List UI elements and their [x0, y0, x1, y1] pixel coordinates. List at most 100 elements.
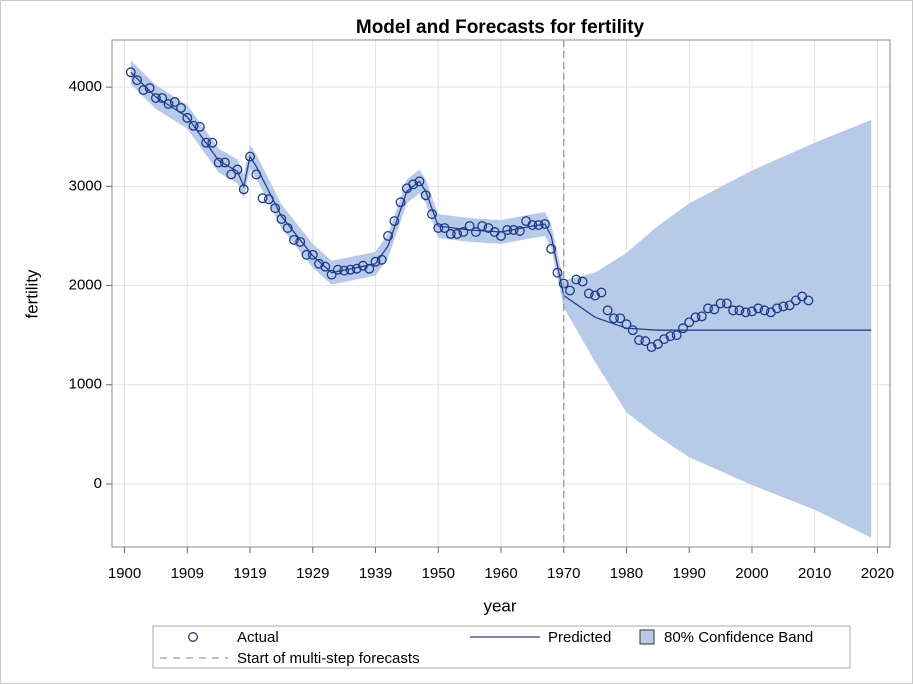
actual-point — [546, 243, 557, 254]
actual-point — [213, 157, 224, 168]
chart-title: Model and Forecasts for fertility — [356, 17, 645, 38]
actual-point — [370, 256, 381, 267]
actual-point — [251, 169, 262, 180]
actual-point — [671, 330, 682, 341]
legend-label: 80% Confidence Band — [664, 629, 813, 646]
actual-point — [602, 305, 613, 316]
actual-point — [539, 219, 550, 229]
legend-label: Start of multi-step forecasts — [237, 650, 420, 667]
actual-point — [351, 263, 362, 274]
actual-point — [533, 220, 544, 230]
actual-point — [458, 227, 469, 237]
actual-point — [514, 226, 525, 236]
actual-point — [778, 301, 789, 312]
actual-point — [163, 99, 174, 109]
y-tick-label: 1000 — [69, 376, 102, 393]
actual-point — [627, 325, 638, 336]
actual-point — [132, 75, 143, 86]
x-tick-label: 1970 — [547, 565, 580, 582]
actual-point — [527, 220, 538, 230]
y-tick-label: 0 — [94, 475, 102, 492]
actual-point — [414, 176, 425, 187]
x-tick-label: 1929 — [296, 565, 329, 582]
actual-point — [188, 120, 199, 131]
actual-point — [433, 223, 444, 233]
actual-point — [803, 295, 814, 306]
x-tick-label: 2010 — [798, 565, 831, 582]
plot-area: 0 1000 2000 3000 4000 1900 1909 1919 1929 1939 195… — [69, 40, 894, 582]
actual-point — [144, 83, 155, 94]
actual-point — [715, 298, 726, 309]
actual-point — [395, 197, 406, 208]
x-tick-label: 2020 — [861, 565, 894, 582]
actual-point — [571, 274, 582, 285]
actual-point — [678, 323, 688, 334]
actual-point — [226, 169, 237, 180]
actual-point — [364, 263, 375, 274]
actual-point — [759, 305, 770, 316]
x-tick-label: 1980 — [610, 565, 643, 582]
plot-border — [111, 39, 891, 548]
actual-point — [207, 137, 218, 148]
actual-point — [439, 223, 450, 233]
actual-point — [665, 331, 676, 342]
legend-box — [152, 625, 851, 669]
actual-point — [477, 221, 488, 231]
actual-point — [125, 67, 136, 78]
actual-point — [282, 223, 293, 233]
actual-point — [176, 103, 186, 113]
actual-point — [583, 288, 594, 299]
actual-point — [339, 265, 350, 276]
x-axis-label: year — [483, 596, 516, 615]
actual-point — [345, 264, 356, 275]
x-tick-label: 1960 — [484, 565, 517, 582]
actual-point — [634, 335, 644, 346]
actual-point — [690, 312, 701, 323]
x-tick-label: 1950 — [422, 565, 455, 582]
actual-point — [295, 236, 306, 247]
actual-point — [320, 261, 331, 272]
actual-point — [496, 231, 506, 241]
y-axis-label: fertility — [22, 269, 41, 319]
actual-point — [640, 336, 651, 347]
actual-point — [201, 137, 212, 148]
confidence-band — [130, 60, 872, 538]
actual-point — [747, 306, 757, 317]
actual-point — [452, 229, 463, 239]
actual-point — [703, 303, 713, 314]
x-tick-label: 1909 — [171, 565, 204, 582]
actual-point — [301, 249, 312, 260]
actual-point — [238, 184, 249, 195]
actual-point — [408, 179, 419, 190]
legend-symbol — [188, 632, 198, 642]
x-tick-label: 2000 — [735, 565, 768, 582]
actual-point — [621, 319, 632, 330]
actual-point — [596, 287, 607, 298]
actual-point — [753, 303, 764, 314]
actual-point — [709, 304, 720, 315]
actual-point — [502, 225, 513, 235]
actual-point — [728, 305, 739, 316]
actual-point — [590, 290, 601, 301]
legend-label: Predicted — [548, 629, 611, 646]
actual-point — [182, 112, 193, 123]
actual-point — [157, 93, 168, 103]
actual-point — [445, 229, 456, 239]
actual-point — [276, 214, 287, 225]
actual-point — [652, 339, 663, 350]
actual-point — [696, 311, 707, 322]
x-tick-label: 1919 — [233, 565, 266, 582]
actual-point — [245, 151, 255, 162]
actual-point — [169, 97, 180, 107]
actual-point — [307, 249, 318, 260]
actual-point — [464, 221, 475, 231]
actual-point — [257, 193, 268, 204]
actual-point — [332, 264, 343, 275]
actual-point — [565, 285, 575, 296]
legend-symbol — [639, 629, 655, 645]
actual-point — [389, 216, 400, 227]
actual-point — [615, 313, 626, 324]
y-tick-label: 4000 — [69, 78, 102, 95]
actual-point — [646, 342, 657, 353]
